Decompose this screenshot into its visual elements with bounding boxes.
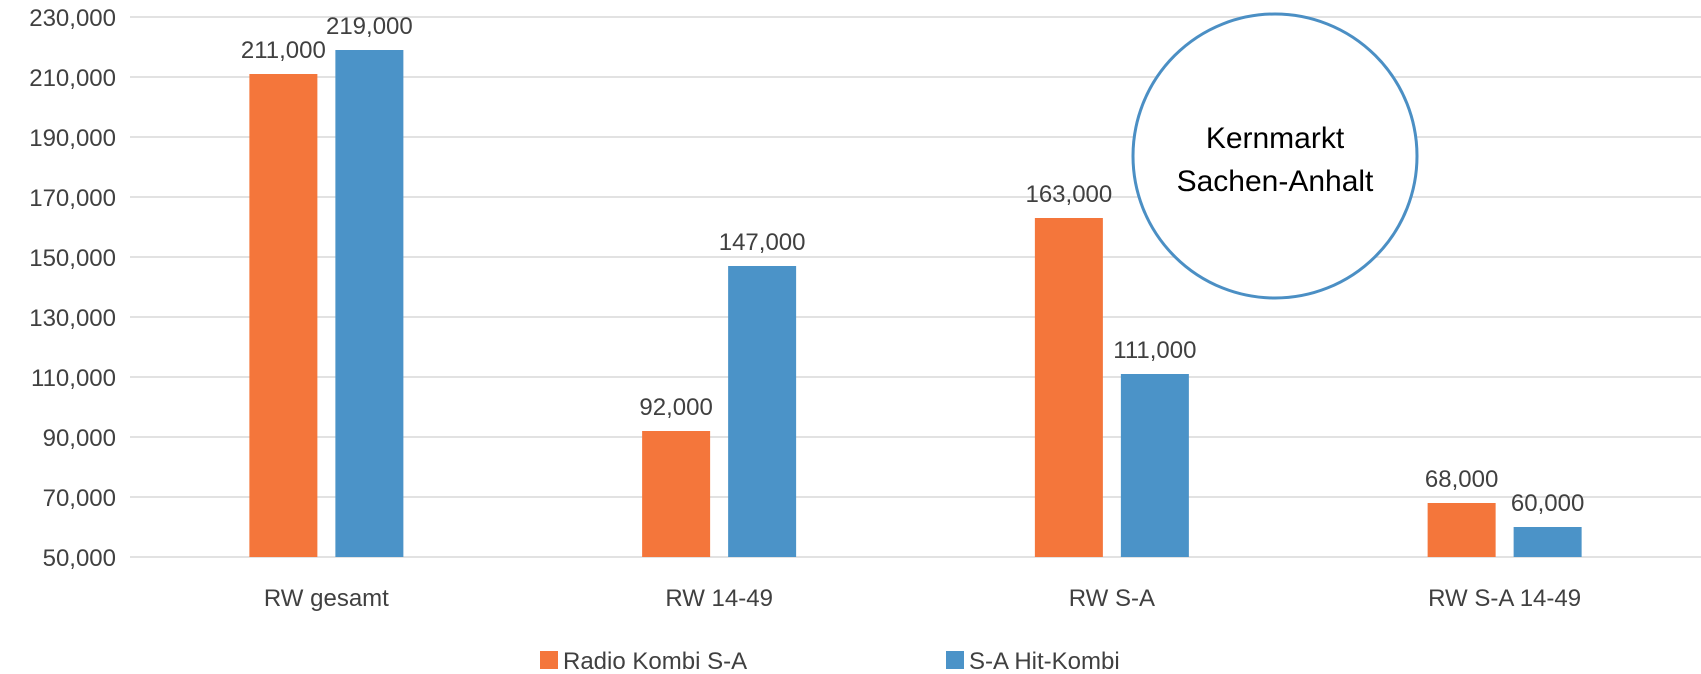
callout-line-1: Kernmarkt (1206, 122, 1345, 155)
y-tick-label: 210,000 (29, 65, 116, 92)
bar (1427, 503, 1496, 557)
callout-circle (1131, 12, 1419, 300)
y-tick-label: 110,000 (31, 365, 116, 392)
x-axis-category-labels: RW gesamt RW 14-49 RW S-A RW S-A 14-49 (264, 585, 1581, 612)
bar (249, 74, 318, 557)
legend-swatch-hit-kombi (946, 651, 964, 669)
y-tick-label: 130,000 (29, 305, 116, 332)
bar-value-label: 219,000 (326, 13, 413, 40)
bar (1120, 374, 1189, 557)
y-tick-label: 170,000 (29, 185, 116, 212)
x-category-label: RW 14-49 (665, 585, 773, 612)
legend-swatch-radio-kombi (540, 651, 558, 669)
bar (1034, 218, 1103, 557)
bar-value-label: 60,000 (1511, 490, 1584, 517)
bar-value-label: 68,000 (1425, 466, 1498, 493)
x-category-label: RW S-A 14-49 (1428, 585, 1581, 612)
bar (642, 431, 711, 557)
legend-label-radio-kombi: Radio Kombi S-A (563, 648, 747, 674)
y-tick-label: 90,000 (43, 425, 116, 452)
bar-value-label: 163,000 (1025, 181, 1112, 208)
bars (249, 50, 1582, 557)
y-tick-label: 150,000 (29, 245, 116, 272)
bar-value-label: 92,000 (639, 394, 712, 421)
bar-value-label: 111,000 (1113, 337, 1196, 364)
y-tick-label: 70,000 (43, 485, 116, 512)
y-tick-label: 190,000 (29, 125, 116, 152)
callout-line-2: Sachen-Anhalt (1177, 165, 1374, 198)
bar-value-label: 147,000 (719, 229, 806, 256)
y-axis-tick-labels: 50,000 70,000 90,000 110,000 130,000 150,000 1… (29, 5, 116, 572)
callout-annotation: Kernmarkt Sachen-Anhalt (1131, 12, 1419, 300)
bar (728, 266, 797, 557)
legend-label-hit-kombi: S-A Hit-Kombi (969, 648, 1120, 674)
bar-value-label: 211,000 (241, 37, 326, 64)
bar (335, 50, 404, 557)
x-category-label: RW S-A (1069, 585, 1155, 612)
y-tick-label: 50,000 (43, 545, 116, 572)
x-category-label: RW gesamt (264, 585, 389, 612)
y-tick-label: 230,000 (29, 5, 116, 32)
bar (1513, 527, 1582, 557)
legend: Radio Kombi S-A S-A Hit-Kombi (540, 648, 1120, 674)
